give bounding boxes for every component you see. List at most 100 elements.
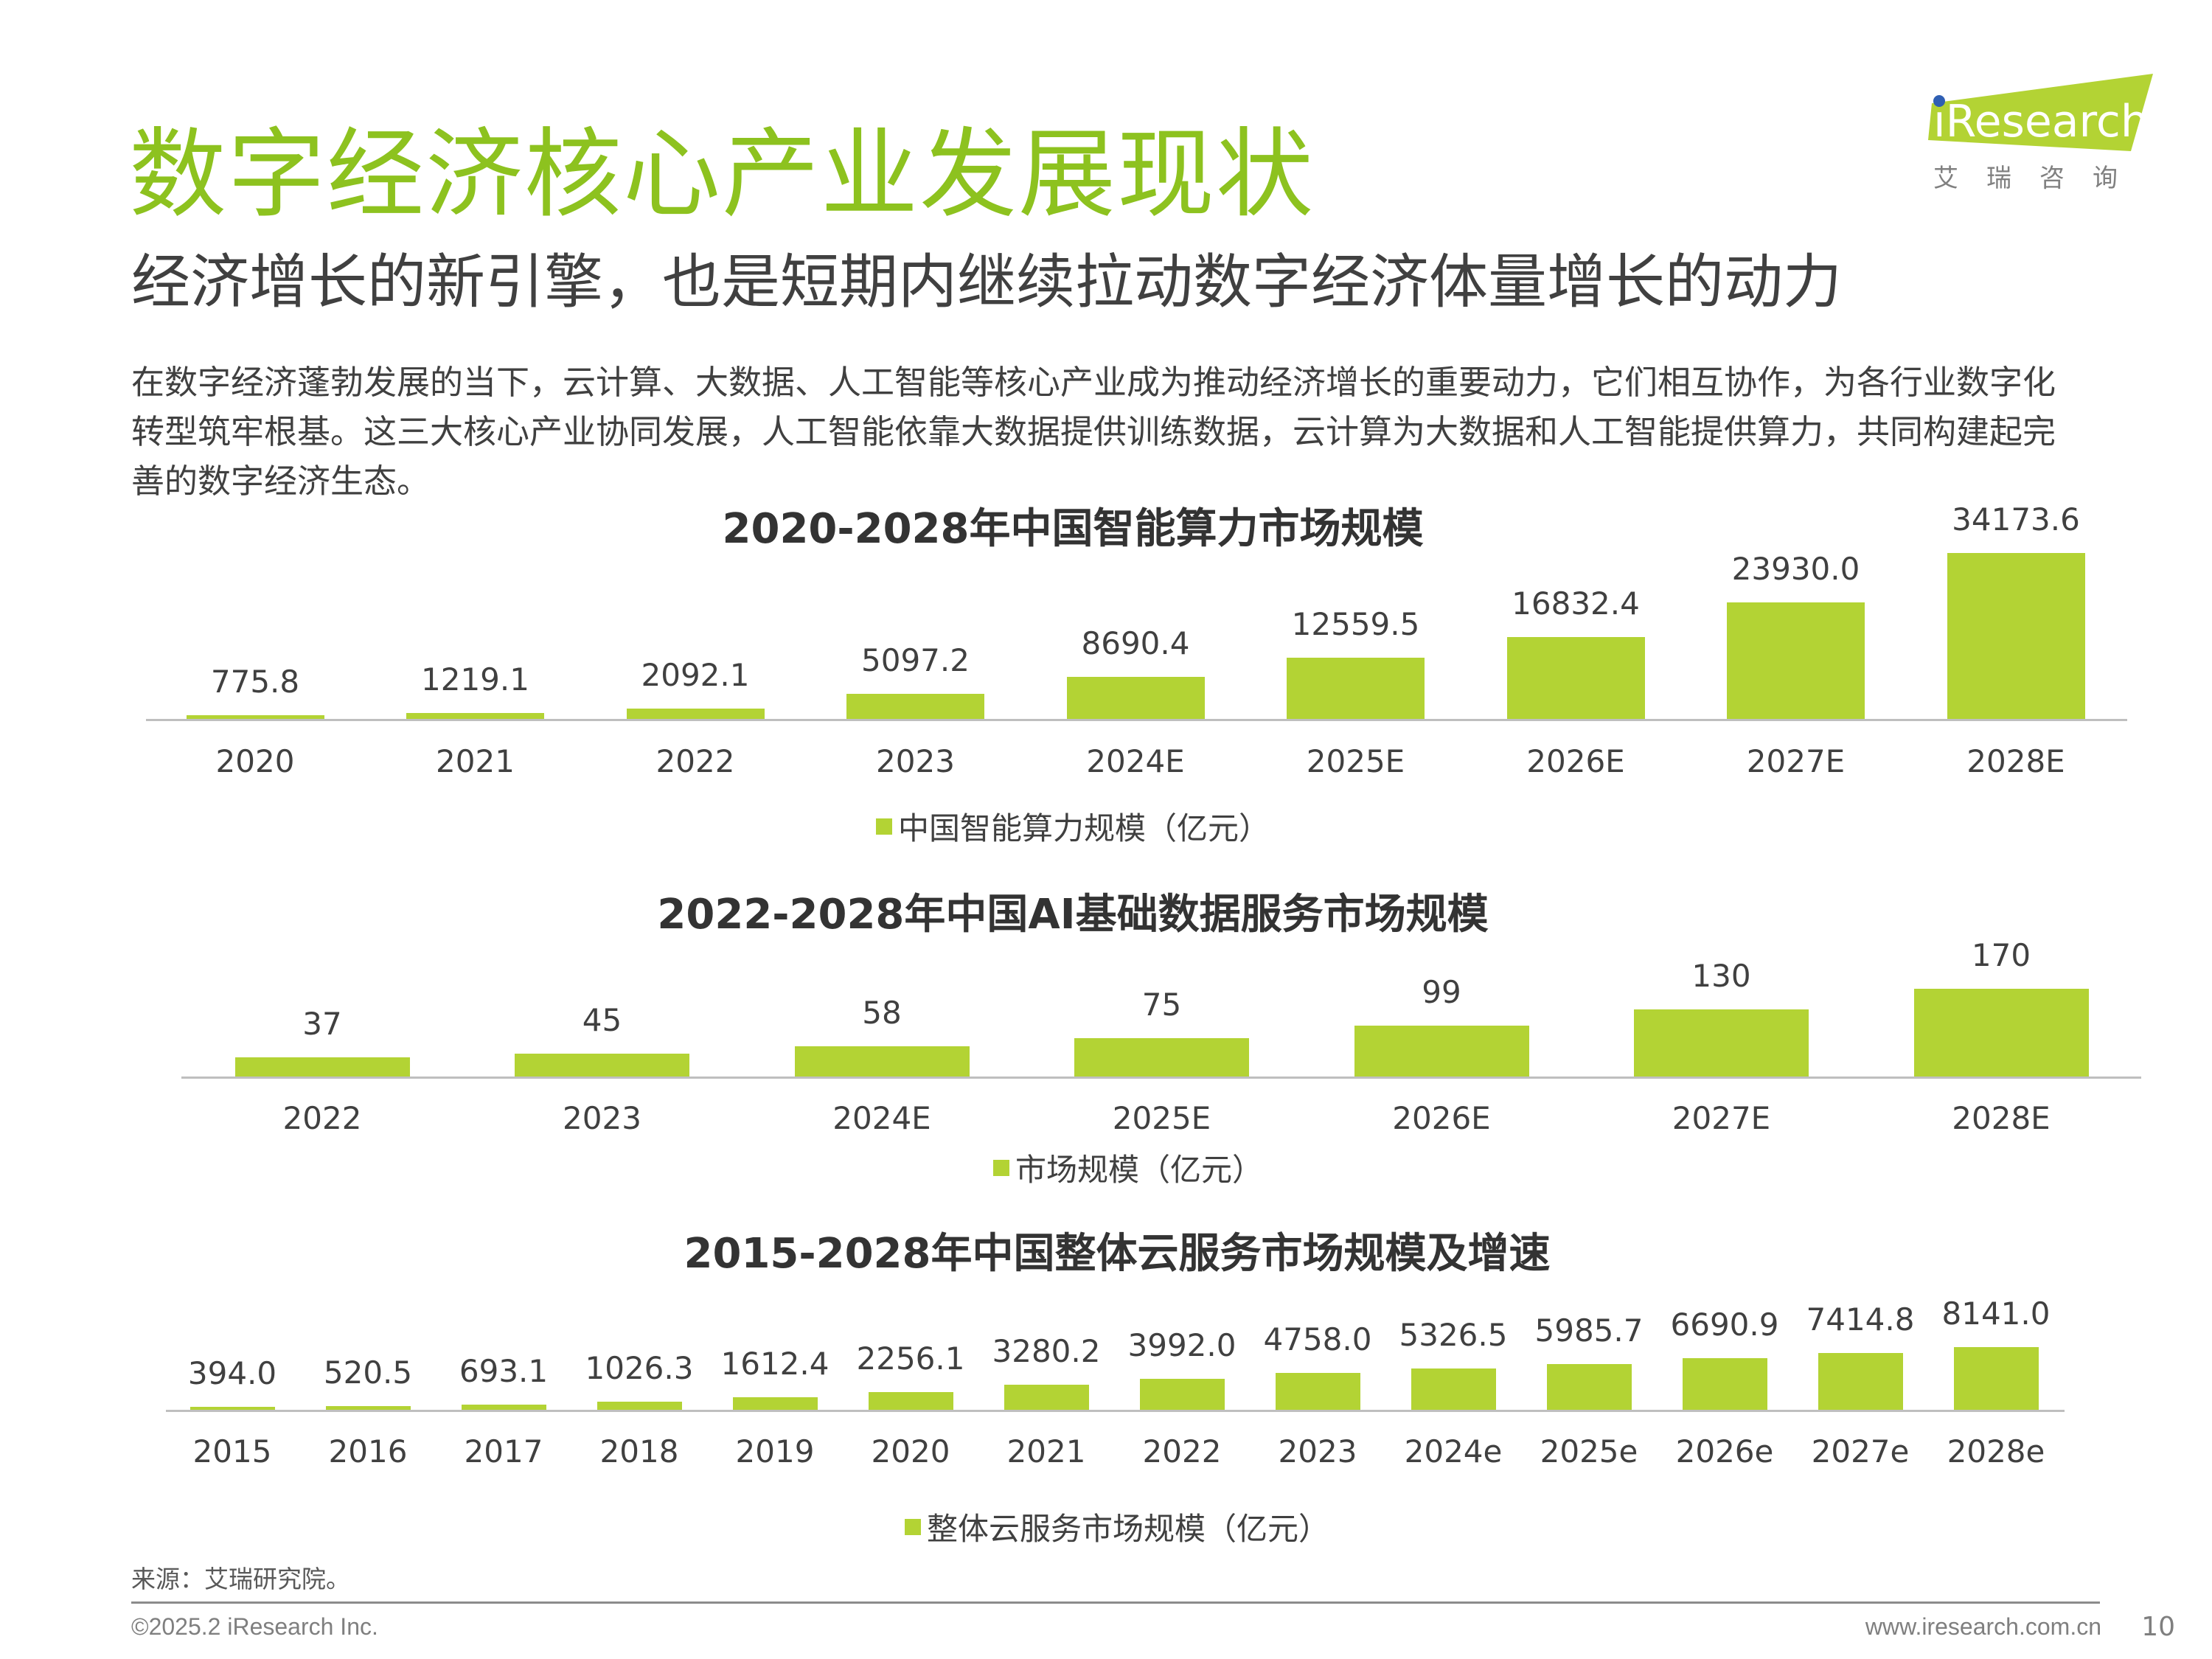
body-paragraph: 在数字经济蓬勃发展的当下，云计算、大数据、人工智能等核心产业成为推动经济增长的重… (131, 363, 2056, 501)
data-label: 2256.1 (856, 1340, 965, 1377)
bar (1074, 1037, 1249, 1077)
x-tick-label: 2021 (436, 743, 515, 779)
copyright: ©2025.2 iResearch Inc. (131, 1613, 378, 1640)
x-tick-label: 2020 (215, 743, 295, 779)
bar (234, 1057, 410, 1077)
bar (626, 709, 765, 719)
x-tick-label: 2028E (1966, 743, 2065, 779)
data-label: 1026.3 (585, 1350, 694, 1387)
website-url[interactable]: www.iresearch.com.cn (1865, 1613, 2101, 1640)
x-tick-label: 2018 (599, 1433, 679, 1470)
data-label: 4758.0 (1263, 1321, 1372, 1358)
x-tick-label: 2023 (1278, 1433, 1357, 1470)
bar (1139, 1379, 1225, 1410)
x-tick-label: 2020 (871, 1433, 950, 1470)
x-tick-label: 2028e (1947, 1433, 2045, 1470)
footer-divider (131, 1601, 2100, 1604)
bar (1411, 1368, 1496, 1410)
bar (1818, 1352, 1903, 1410)
bar (597, 1402, 682, 1410)
source-note: 来源：艾瑞研究院。 (131, 1565, 350, 1593)
bar (186, 714, 324, 719)
x-axis-line (166, 1410, 2065, 1412)
data-label: 16832.4 (1512, 585, 1640, 622)
x-tick-label: 2028E (1952, 1100, 2051, 1136)
chart-title: 2015-2028年中国整体云服务市场规模及增速 (684, 1230, 1551, 1278)
legend-label: 整体云服务市场规模（亿元） (926, 1511, 1330, 1547)
bar (846, 694, 984, 719)
data-label: 7414.8 (1806, 1301, 1915, 1338)
iresearch-logo: ıResearch 艾瑞咨询 (1910, 70, 2160, 195)
data-label: 693.1 (459, 1352, 549, 1389)
data-label: 6690.9 (1670, 1307, 1779, 1343)
x-tick-label: 2025E (1306, 743, 1405, 779)
x-tick-label: 2024E (1086, 743, 1185, 779)
svg-text:ıResearch: ıResearch (1933, 96, 2149, 147)
chart-legend: 市场规模（亿元） (992, 1145, 1264, 1190)
bar (1634, 1009, 1809, 1077)
data-label: 8690.4 (1081, 625, 1190, 661)
data-label: 5985.7 (1534, 1312, 1644, 1349)
x-axis-line (181, 1077, 2141, 1079)
bar (1506, 637, 1645, 719)
bar (868, 1392, 953, 1410)
legend-swatch (992, 1159, 1009, 1176)
page-subtitle: 经济增长的新引擎，也是短期内继续拉动数字经济体量增长的动力 (131, 248, 1842, 316)
chart-legend: 中国智能算力规模（亿元） (875, 804, 1270, 849)
x-tick-label: 2023 (563, 1100, 641, 1136)
svg-text:艾瑞咨询: 艾瑞咨询 (1933, 164, 2146, 193)
x-axis-line (146, 719, 2127, 721)
bar (1546, 1363, 1632, 1410)
data-label: 394.0 (187, 1354, 277, 1391)
chart-title: 2020-2028年中国智能算力市场规模 (722, 505, 1424, 553)
data-label: 130 (1691, 958, 1751, 994)
data-label: 23930.0 (1731, 551, 1860, 588)
legend-label: 市场规模（亿元） (1015, 1152, 1264, 1188)
x-tick-label: 2026e (1675, 1433, 1774, 1470)
legend-swatch (904, 1518, 921, 1535)
data-label: 45 (582, 1001, 622, 1038)
bar (1953, 1347, 2039, 1410)
x-tick-label: 2022 (655, 743, 735, 779)
x-tick-label: 2026E (1526, 743, 1625, 779)
x-tick-label: 2017 (464, 1433, 543, 1470)
bar (515, 1053, 689, 1077)
x-tick-label: 2024E (832, 1100, 931, 1136)
bar (1004, 1384, 1089, 1410)
x-tick-label: 2023 (876, 743, 955, 779)
x-tick-label: 2022 (282, 1100, 362, 1136)
bar (1913, 989, 2089, 1077)
x-tick-label: 2015 (192, 1433, 272, 1470)
x-tick-label: 2027E (1672, 1100, 1771, 1136)
data-label: 37 (302, 1006, 342, 1043)
bar (325, 1405, 411, 1410)
x-tick-label: 2025E (1112, 1100, 1211, 1136)
bar (1287, 658, 1425, 719)
bar (1354, 1025, 1529, 1077)
x-tick-label: 2027e (1811, 1433, 1910, 1470)
data-label: 58 (862, 995, 902, 1032)
x-tick-label: 2021 (1006, 1433, 1086, 1470)
data-label: 1219.1 (421, 661, 529, 698)
page-title: 数字经济核心产业发展现状 (129, 118, 1315, 232)
data-label: 5326.5 (1399, 1317, 1508, 1354)
page-number: 10 (2141, 1612, 2175, 1642)
bar (794, 1046, 970, 1077)
data-label: 75 (1141, 986, 1182, 1023)
chart-legend: 整体云服务市场规模（亿元） (904, 1504, 1330, 1549)
bar (406, 712, 544, 719)
x-tick-label: 2027E (1746, 743, 1846, 779)
data-label: 34173.6 (1952, 501, 2080, 538)
legend-label: 中国智能算力规模（亿元） (897, 810, 1270, 846)
bar (1727, 602, 1865, 719)
data-label: 99 (1422, 973, 1461, 1010)
data-label: 2092.1 (641, 657, 750, 694)
legend-swatch (875, 818, 892, 835)
chart-title: 2022-2028年中国AI基础数据服务市场规模 (657, 891, 1489, 939)
data-label: 5097.2 (861, 642, 970, 679)
x-tick-label: 2016 (328, 1433, 408, 1470)
data-label: 3280.2 (992, 1332, 1101, 1369)
data-label: 1612.4 (720, 1346, 830, 1382)
data-label: 8141.0 (1941, 1295, 2051, 1332)
bar (1275, 1373, 1360, 1410)
